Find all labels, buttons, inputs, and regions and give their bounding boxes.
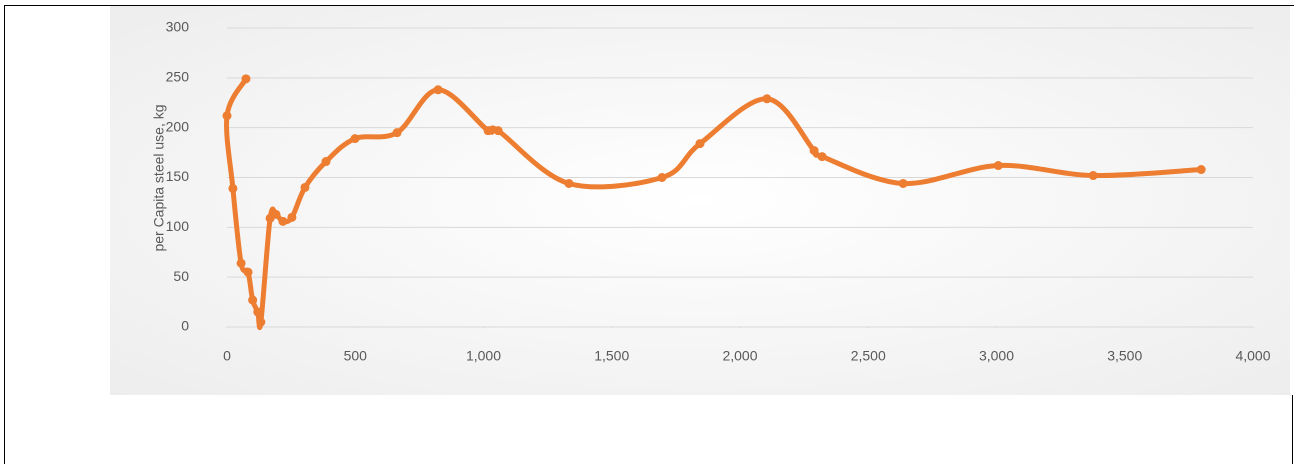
point xyxy=(657,173,667,182)
point xyxy=(695,139,705,149)
point xyxy=(817,152,827,162)
point xyxy=(493,126,503,136)
point xyxy=(278,216,288,226)
y-tick-label: 150 xyxy=(166,168,190,184)
x-tick-label: 4,000 xyxy=(1235,348,1270,364)
point xyxy=(271,209,281,219)
x-tick-label: 3,000 xyxy=(979,348,1014,364)
y-tick-label: 0 xyxy=(181,318,189,334)
y-tick-label: 250 xyxy=(166,69,190,85)
point xyxy=(483,126,493,136)
x-tick-label: 1,000 xyxy=(466,348,501,364)
point xyxy=(243,267,253,277)
chart-background xyxy=(110,6,1290,395)
point xyxy=(300,182,310,192)
x-tick-label: 0 xyxy=(223,348,231,364)
x-tick-label: 2,500 xyxy=(851,348,886,364)
point xyxy=(253,307,263,317)
point xyxy=(321,157,331,167)
point xyxy=(898,178,908,188)
point xyxy=(564,178,574,188)
y-axis-title: per Capita steel use, kg xyxy=(151,104,167,251)
point xyxy=(993,161,1003,171)
point xyxy=(762,94,772,104)
point xyxy=(1088,171,1098,181)
x-tick-label: 500 xyxy=(344,348,368,364)
point xyxy=(809,146,819,156)
point xyxy=(248,295,258,305)
point xyxy=(222,111,232,121)
y-tick-label: 50 xyxy=(173,268,189,284)
x-tick-label: 1,500 xyxy=(594,348,629,364)
point xyxy=(236,258,246,268)
point xyxy=(241,74,251,84)
point xyxy=(350,134,360,144)
point xyxy=(256,317,266,327)
x-tick-label: 3,500 xyxy=(1107,348,1142,364)
point xyxy=(228,183,238,193)
y-tick-label: 200 xyxy=(166,118,190,134)
y-tick-label: 100 xyxy=(166,218,190,234)
point xyxy=(1196,165,1206,175)
point xyxy=(392,128,402,138)
point xyxy=(433,85,443,95)
point xyxy=(287,212,297,222)
y-tick-label: 300 xyxy=(166,19,190,35)
x-tick-label: 2,000 xyxy=(722,348,757,364)
